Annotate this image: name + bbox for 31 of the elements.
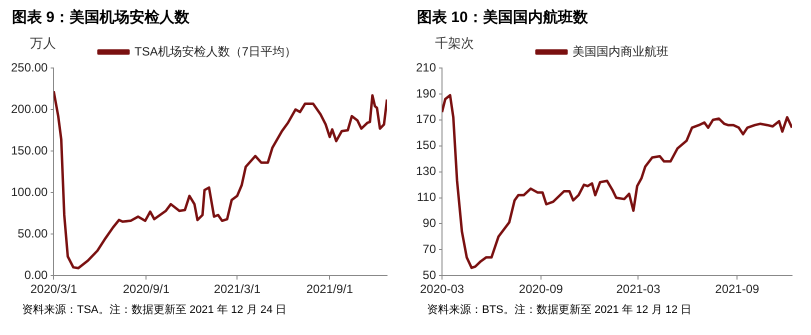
y-tick-label: 210 <box>416 60 436 74</box>
y-tick-label: 50.00 <box>18 226 48 240</box>
y-axis-title: 万人 <box>30 36 56 51</box>
y-tick-label: 110 <box>416 190 436 204</box>
x-tick-label: 2021/3/1 <box>214 282 261 296</box>
y-tick-label: 150 <box>416 138 436 152</box>
y-tick-label: 170 <box>416 112 436 126</box>
x-tick-label: 2020/3/1 <box>30 282 78 296</box>
y-tick-label: 150.00 <box>11 143 48 158</box>
chart-title: 图表 10：美国国内航班数 <box>417 8 589 28</box>
text: 资料来源：TSA。注：数据更新至 2021 年 12 月 24 日 <box>22 302 288 317</box>
y-tick-label: 200.00 <box>11 102 48 116</box>
x-tick-label: 2021-03 <box>616 282 661 296</box>
x-tick-label: 2021/9/1 <box>306 282 354 296</box>
y-tick-label: 70 <box>422 242 436 256</box>
x-tick-label: 2021-09 <box>715 282 760 296</box>
x-tick-label: 2020-09 <box>518 282 564 296</box>
x-tick-label: 2020/9/1 <box>122 282 170 296</box>
y-tick-label: 50 <box>422 268 436 282</box>
text: 资料来源：BTS。注：数据更新至 2021 年 12 月 12 日 <box>427 302 693 317</box>
x-tick-label: 2020-03 <box>420 282 464 296</box>
chart-title: 图表 9：美国机场安检人数 <box>12 8 191 28</box>
y-tick-label: 250.00 <box>11 60 48 74</box>
y-axis-title: 千架次 <box>435 36 474 51</box>
y-tick-label: 0.00 <box>24 268 48 282</box>
y-tick-label: 190 <box>416 86 436 100</box>
legend-label: 美国国内商业航班 <box>572 44 668 58</box>
y-tick-label: 130 <box>416 164 436 178</box>
y-tick-label: 100.00 <box>11 184 48 199</box>
legend-label: TSA机场安检人数（7日平均） <box>134 44 297 58</box>
y-tick-label: 90 <box>422 216 436 230</box>
